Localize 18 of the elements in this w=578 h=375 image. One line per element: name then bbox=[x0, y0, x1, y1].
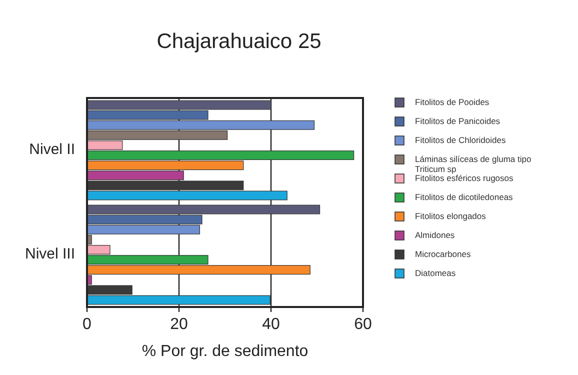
legend-label: Fitolitos elongados bbox=[415, 211, 486, 222]
x-tick-label: 60 bbox=[354, 316, 372, 333]
legend-label: Láminas silíceas de gluma tipo Triticum sp bbox=[415, 154, 532, 174]
legend-label: Fitolitos de Chloridoides bbox=[415, 135, 506, 146]
legend-label: Fitolitos de Panicoides bbox=[415, 116, 500, 126]
legend-label: Fitolitos de Pooides bbox=[415, 97, 490, 108]
legend-label: Almidones bbox=[415, 230, 455, 240]
y-tick-label: Nivel II bbox=[29, 141, 75, 158]
legend-label: Fitolitos esféricos rugosos bbox=[415, 173, 514, 184]
chart-title: Chajarahuaico 25 bbox=[156, 30, 322, 53]
x-tick-label: 0 bbox=[82, 316, 92, 333]
x-axis-title: % Por gr. de sedimento bbox=[142, 343, 308, 360]
legend-label: Diatomeas bbox=[415, 268, 456, 278]
legend-label: Microcarbones bbox=[415, 249, 471, 260]
x-tick-label: 20 bbox=[170, 316, 188, 333]
y-tick-label: Nivel III bbox=[24, 246, 75, 263]
legend-label: Fitolitos de dicotiledoneas bbox=[415, 192, 513, 202]
x-tick-label: 40 bbox=[262, 316, 280, 333]
